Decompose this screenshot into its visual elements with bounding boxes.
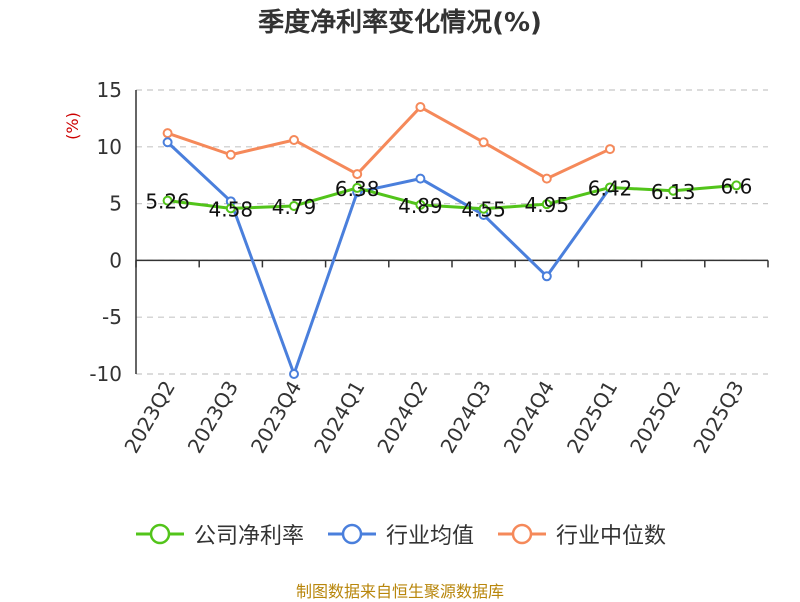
chart-title: 季度净利率变化情况(%) <box>258 8 542 38</box>
legend-item[interactable]: 行业中位数 <box>496 518 666 550</box>
data-point <box>162 128 173 139</box>
x-tick-label: 2024Q2 <box>372 377 432 458</box>
legend: 公司净利率 行业均值 行业中位数 <box>0 518 800 550</box>
y-tick-label: -10 <box>89 362 122 386</box>
series-line <box>167 183 737 211</box>
data-label: 4.89 <box>398 194 443 218</box>
data-point <box>478 203 489 214</box>
data-point <box>162 195 173 206</box>
data-point <box>541 173 552 184</box>
x-tick-label: 2024Q1 <box>309 377 369 458</box>
y-tick-label: -5 <box>102 305 122 329</box>
x-tick-label: 2024Q3 <box>435 377 495 458</box>
data-label-layer: 5.26 4.58 4.79 6.38 4.89 4.55 4.95 6.42 6.13 6.6 <box>145 174 752 221</box>
x-tick-label: 2023Q2 <box>119 377 179 458</box>
legend-label: 行业中位数 <box>556 524 667 549</box>
data-point <box>541 199 552 210</box>
series-line <box>166 141 612 376</box>
data-point <box>605 182 615 193</box>
data-point <box>352 182 363 193</box>
data-point <box>162 137 173 148</box>
grid-layer <box>136 89 768 375</box>
legend-label: 公司净利率 <box>193 524 304 549</box>
x-tick-label: 2023Q3 <box>183 377 243 458</box>
x-tick-label: 2025Q2 <box>625 377 685 458</box>
data-point <box>289 369 299 379</box>
data-point <box>478 137 489 148</box>
x-tick-label: 2025Q3 <box>688 377 748 458</box>
data-label: 6.38 <box>335 177 380 201</box>
data-label: 6.42 <box>588 176 633 200</box>
data-label: 4.79 <box>272 195 317 219</box>
data-label: 5.26 <box>145 190 190 214</box>
y-tick-label: 15 <box>97 78 122 102</box>
source-footer: 制图数据来自恒生聚源数据库 <box>295 582 504 601</box>
y-tick-label: 10 <box>97 135 122 159</box>
legend-item[interactable]: 行业均值 <box>326 518 474 550</box>
x-tick-label: 2024Q4 <box>499 377 559 458</box>
data-point <box>415 199 426 210</box>
data-point <box>352 169 363 180</box>
legend-marker-icon <box>135 523 184 545</box>
legend-label: 行业均值 <box>385 524 474 549</box>
y-tick-label: 0 <box>109 248 122 272</box>
x-tick-label: 2023Q4 <box>246 377 306 458</box>
data-point <box>415 102 426 113</box>
series-layer <box>162 102 742 379</box>
data-point <box>668 185 679 196</box>
data-point <box>225 203 236 214</box>
data-label: 4.58 <box>209 197 254 221</box>
data-point <box>731 180 742 191</box>
legend-marker-icon <box>498 523 546 545</box>
data-point <box>415 173 426 184</box>
y-tick-label: 5 <box>109 192 122 216</box>
data-point <box>289 200 299 211</box>
data-point <box>225 149 236 160</box>
data-label: 6.6 <box>720 174 752 198</box>
data-label: 6.13 <box>651 180 696 204</box>
data-point <box>289 134 299 145</box>
data-point <box>541 271 552 282</box>
series-line <box>167 105 611 181</box>
legend-item[interactable]: 公司净利率 <box>134 518 304 550</box>
x-tick-label: 2025Q1 <box>562 377 622 458</box>
legend-marker-icon <box>327 523 376 545</box>
y-axis-label: (%) <box>63 112 82 140</box>
data-label: 4.95 <box>525 193 570 217</box>
data-point <box>605 144 615 155</box>
data-label: 4.55 <box>461 198 506 222</box>
